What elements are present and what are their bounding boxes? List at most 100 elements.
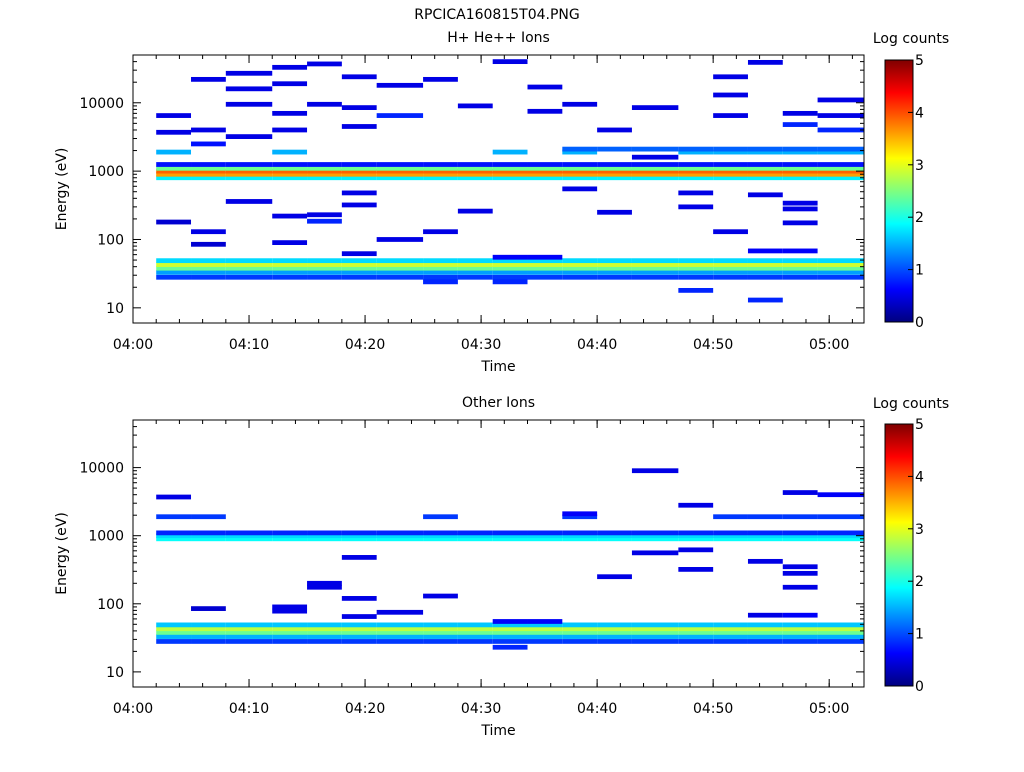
heatmap-cell — [782, 622, 818, 628]
heatmap-cell — [191, 265, 226, 271]
heatmap-cell — [678, 265, 714, 271]
heatmap-cell — [423, 171, 458, 177]
heatmap-cell — [492, 59, 528, 65]
heatmap-cell — [341, 171, 377, 177]
heatmap-cell — [597, 536, 632, 542]
x-tick-label: 04:40 — [577, 337, 617, 353]
heatmap-cell — [423, 622, 458, 628]
heatmap-cell — [597, 622, 632, 628]
heatmap-cell — [817, 530, 864, 536]
heatmap-cell — [747, 146, 783, 152]
heatmap-cell — [713, 533, 748, 539]
y-tick-label: 1000 — [88, 529, 124, 545]
heatmap-cell — [191, 274, 226, 280]
heatmap-cell — [191, 533, 226, 539]
heatmap-cell — [562, 162, 598, 167]
heatmap-cell — [747, 274, 783, 280]
heatmap-cell — [713, 622, 748, 628]
heatmap-cell — [678, 530, 714, 536]
heatmap-cell — [492, 644, 528, 650]
heatmap-cell — [423, 76, 458, 82]
y-tick-label: 1000 — [88, 164, 124, 180]
heatmap-cell — [527, 536, 563, 542]
heatmap-cell — [272, 265, 308, 271]
heatmap-cell — [527, 165, 563, 171]
heatmap-cell — [782, 514, 818, 520]
heatmap-cell — [376, 634, 424, 639]
heatmap-cell — [457, 530, 493, 536]
heatmap-cell — [457, 103, 493, 109]
heatmap-cell — [597, 530, 632, 536]
heatmap-cell — [631, 262, 679, 267]
heatmap-cell — [817, 639, 864, 644]
heatmap-cell — [156, 514, 192, 520]
heatmap-cell — [492, 162, 528, 167]
heatmap-cell — [713, 162, 748, 167]
heatmap-cell — [376, 113, 424, 118]
heatmap-cell — [341, 555, 377, 560]
heatmap-cell — [817, 265, 864, 271]
heatmap-cell — [307, 580, 342, 586]
x-axis: 04:00 04:10 04:20 04:30 04:40 04:50 05:00 — [113, 420, 853, 717]
heatmap-cell — [457, 175, 493, 181]
heatmap-cell — [307, 258, 342, 264]
heatmap-cell — [597, 146, 632, 152]
heatmap-cell — [747, 192, 783, 198]
heatmap-cell — [817, 258, 864, 264]
heatmap-cell — [713, 274, 748, 280]
heatmap-cell — [713, 171, 748, 177]
heatmap-cell — [713, 639, 748, 644]
heatmap-cell — [527, 171, 563, 177]
heatmap-cell — [156, 530, 192, 536]
heatmap-cell — [423, 639, 458, 644]
heatmap-cell — [597, 162, 632, 167]
heatmap-cell — [713, 74, 748, 80]
heatmap-cell — [527, 274, 563, 280]
heatmap-cell — [307, 533, 342, 539]
heatmap-cell — [376, 265, 424, 271]
heatmap-cell — [156, 265, 192, 271]
heatmap-cell — [782, 564, 818, 570]
heatmap-cell — [376, 270, 424, 275]
heatmap-cell — [527, 258, 563, 264]
heatmap-cell — [457, 274, 493, 280]
heatmap-cell — [562, 171, 598, 177]
heatmap-cell — [597, 270, 632, 275]
heatmap-cells — [156, 59, 864, 303]
colorbar-label: Log counts — [873, 31, 949, 47]
heatmap-cell — [307, 101, 342, 107]
heatmap-cell — [423, 626, 458, 632]
heatmap-cell — [713, 270, 748, 275]
colorbar-tick-label: 0 — [915, 315, 924, 331]
heatmap-cell — [817, 634, 864, 639]
heatmap-cell — [376, 175, 424, 181]
heatmap-cell — [562, 626, 598, 632]
heatmap-cell — [562, 146, 598, 152]
heatmap-cell — [423, 258, 458, 264]
heatmap-cell — [631, 154, 679, 160]
heatmap-cell — [376, 258, 424, 264]
heatmap-cell — [817, 146, 864, 152]
heatmap-cell — [782, 220, 818, 226]
heatmap-cell — [191, 536, 226, 542]
heatmap-cell — [423, 274, 458, 280]
heatmap-cell — [527, 270, 563, 275]
heatmap-cell — [376, 165, 424, 171]
heatmap-cell — [782, 634, 818, 639]
heatmap-cell — [631, 162, 679, 167]
x-tick-label: 05:00 — [809, 701, 849, 717]
x-tick-label: 04:50 — [693, 701, 733, 717]
plot-frame — [132, 419, 865, 688]
heatmap-cell — [817, 533, 864, 539]
y-tick-label: 10 — [106, 665, 124, 681]
heatmap-cell — [597, 171, 632, 177]
heatmap-cell — [156, 162, 192, 167]
heatmap-cell — [631, 630, 679, 635]
heatmap-cell — [341, 626, 377, 632]
heatmap-cell — [225, 622, 273, 628]
heatmap-cell — [156, 630, 192, 635]
heatmap-cell — [156, 113, 192, 118]
heatmap-cell — [225, 536, 273, 542]
y-tick-label: 100 — [97, 597, 124, 613]
heatmap-cell — [713, 626, 748, 632]
